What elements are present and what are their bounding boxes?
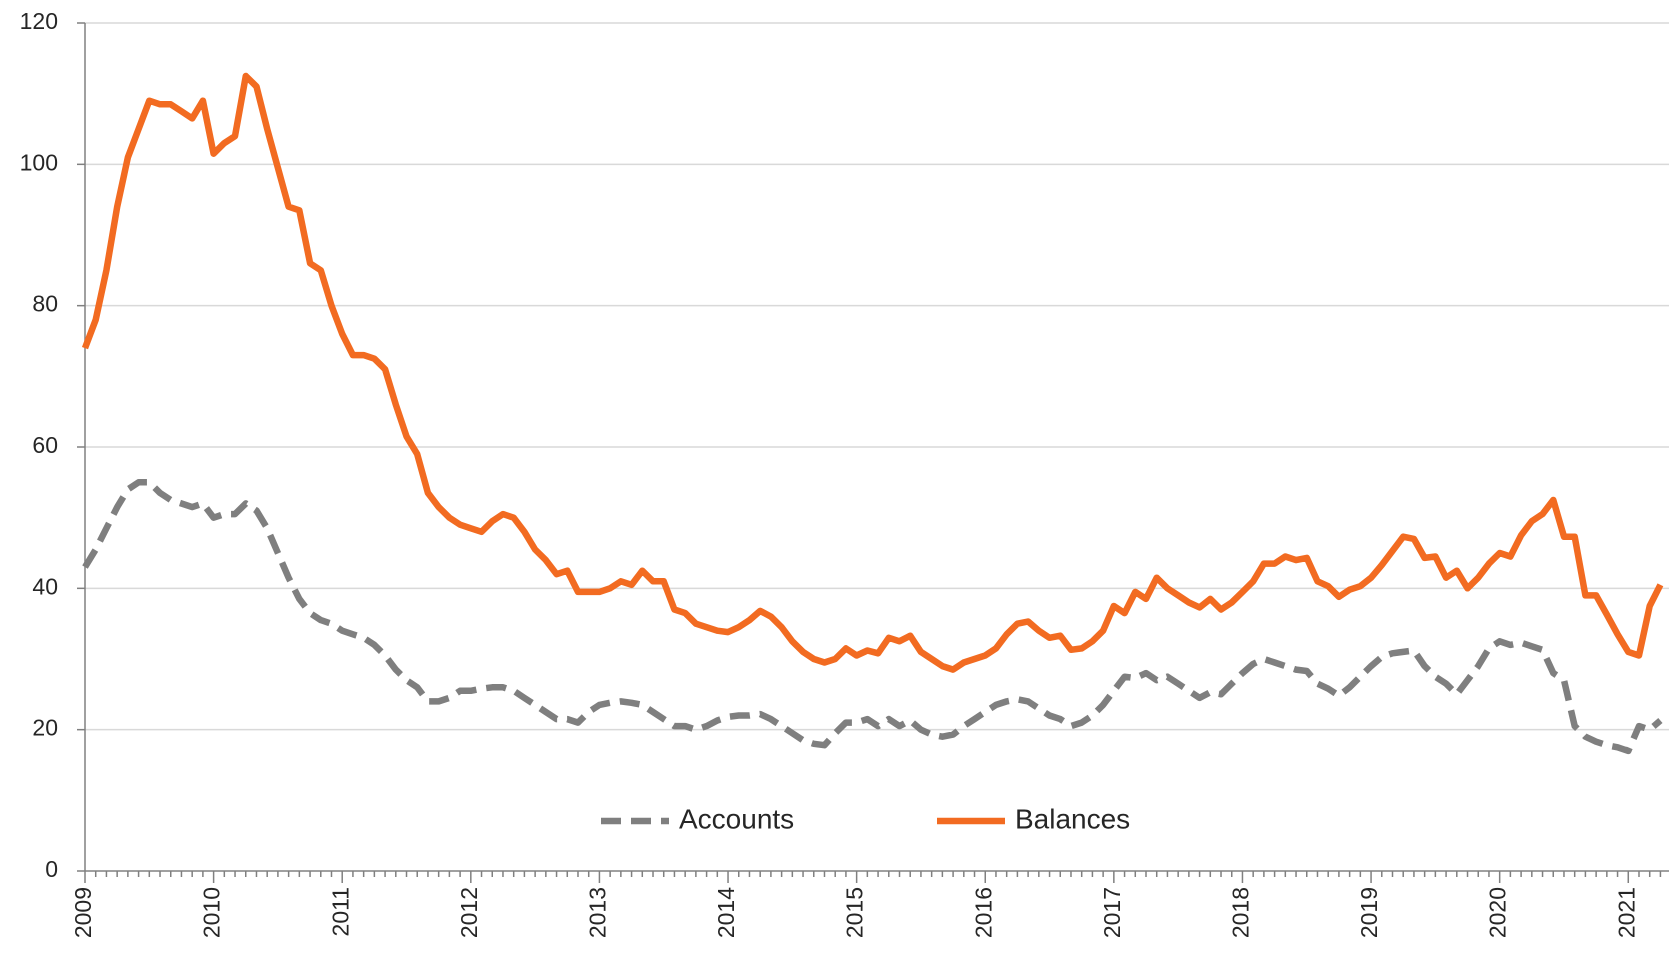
line-series (82, 479, 1663, 755)
line-series (81, 72, 1664, 673)
y-tick-label: 120 (20, 8, 58, 34)
x-tick-label: 2010 (199, 887, 225, 938)
y-tick-label: 40 (32, 573, 58, 599)
y-tick-label: 20 (32, 715, 58, 741)
y-tick-label: 100 (20, 149, 58, 175)
x-tick-label: 2018 (1228, 887, 1254, 938)
x-tick-label: 2011 (327, 887, 353, 936)
y-tick-label: 0 (45, 856, 58, 882)
x-tick-label: 2013 (585, 887, 611, 938)
x-tick-label: 2009 (70, 887, 96, 938)
y-tick-label: 80 (32, 291, 58, 317)
x-tick-label: 2012 (456, 887, 482, 938)
x-tick-label: 2014 (713, 887, 739, 938)
x-tick-label: 2021 (1613, 887, 1639, 938)
legend-label: Balances (1015, 803, 1130, 834)
x-tick-label: 2017 (1099, 887, 1125, 938)
x-tick-label: 2019 (1356, 887, 1382, 938)
x-tick-label: 2016 (970, 887, 996, 938)
x-tick-label: 2020 (1485, 887, 1511, 938)
legend-label: Accounts (679, 803, 794, 834)
x-tick-label: 2015 (842, 887, 868, 938)
y-tick-label: 60 (32, 432, 58, 458)
